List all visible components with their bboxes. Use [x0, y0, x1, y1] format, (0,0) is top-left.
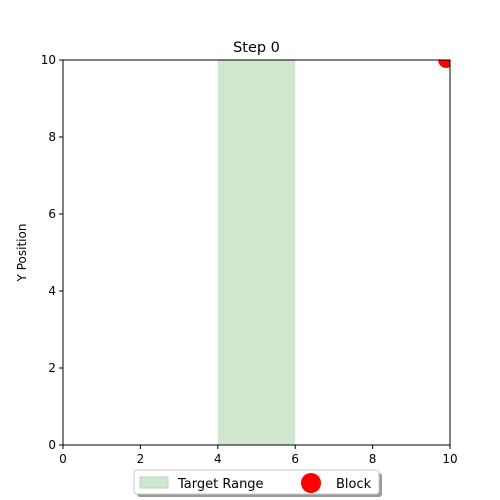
legend-block-marker	[301, 473, 321, 493]
y-tick-label: 10	[41, 53, 56, 67]
plot-frame	[62, 59, 451, 446]
x-tick-label: 2	[137, 452, 145, 466]
x-tick-label: 0	[59, 452, 67, 466]
target-range-band	[217, 60, 296, 445]
y-tick-label: 0	[48, 438, 56, 452]
y-tick-label: 6	[48, 207, 56, 221]
x-tick-label: 10	[442, 452, 457, 466]
legend: Target Range Block	[133, 469, 382, 497]
legend-target-range-swatch	[139, 476, 169, 489]
chart-title: Step 0	[233, 40, 280, 56]
legend-target-range-label: Target Range	[177, 477, 264, 492]
block-point	[438, 60, 450, 68]
x-tick-label: 8	[369, 452, 377, 466]
y-tick-label: 8	[48, 130, 56, 144]
x-tick-label: 6	[291, 452, 299, 466]
block-series	[438, 60, 450, 68]
x-axis-ticks: 0 2 4 6 8 10	[59, 445, 458, 466]
y-tick-label: 2	[48, 361, 56, 375]
x-tick-label: 4	[214, 452, 222, 466]
y-tick-label: 4	[48, 284, 56, 298]
y-axis-ticks: 0 2 4 6 8 10	[41, 53, 63, 452]
y-axis-label: Y Position	[15, 224, 29, 283]
legend-block-label: Block	[336, 477, 372, 492]
